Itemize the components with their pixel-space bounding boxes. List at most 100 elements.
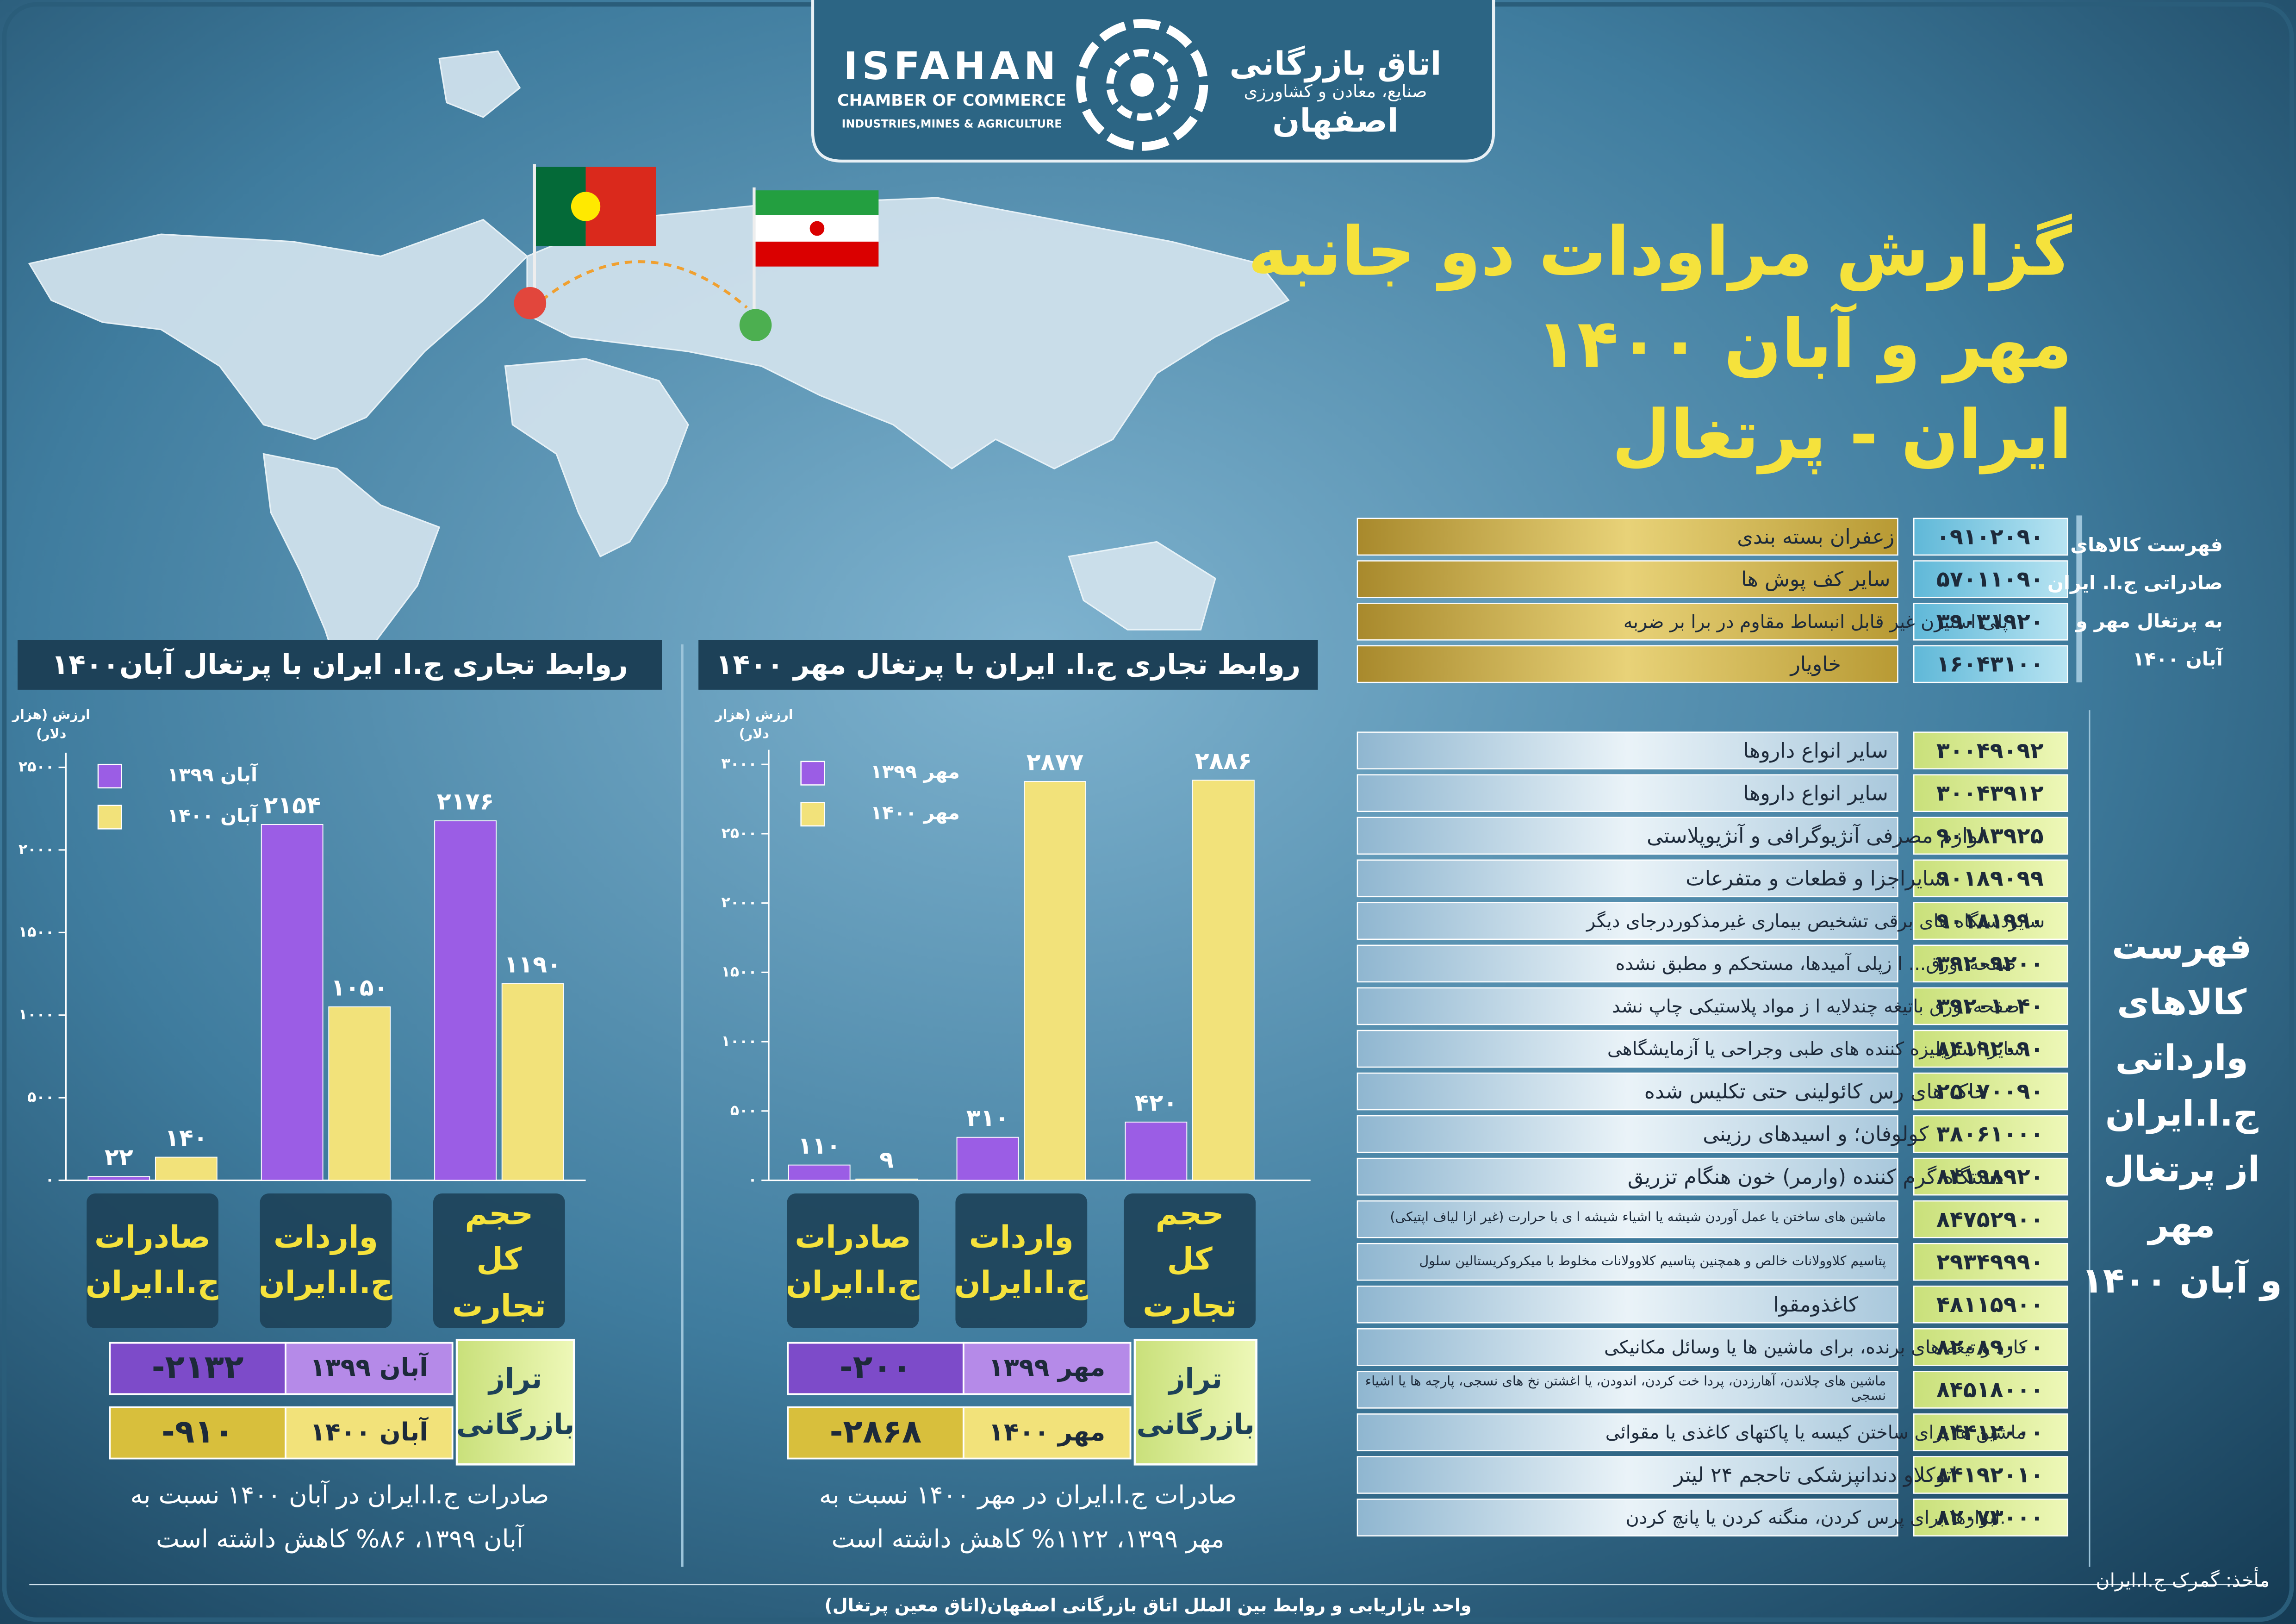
logo-en-name: ISFAHAN — [844, 44, 1060, 88]
bar — [155, 1156, 218, 1181]
main-title: گزارش مراودات دو جانبه — [1248, 213, 2072, 292]
logo-fa-name: اتاق بازرگانی — [1229, 45, 1441, 82]
goods-name-cell — [1356, 859, 1898, 898]
value-label: ۱۱۹۰ — [504, 950, 561, 978]
goods-code: ۳۹۲۰۹۲۰۰ — [1936, 951, 2044, 977]
bar — [328, 1006, 391, 1181]
balance-value-cell — [109, 1342, 286, 1395]
bar — [788, 1164, 851, 1181]
category-box — [433, 1193, 565, 1329]
goods-name: سایردستگاه های برقی تشخیص بیماری غیرمذکو… — [1586, 911, 2045, 932]
goods-name: ماشین های ساختن یا عمل آوردن شیشه یا اشی… — [1390, 1212, 1886, 1226]
balance-period: مهر ۱۳۹۹ — [989, 1353, 1105, 1382]
category-label-box: صادرات ج.ا.ایران — [787, 1219, 919, 1300]
goods-code-cell — [1913, 731, 2068, 769]
category-label: واردات ج.ا.ایران — [955, 1219, 1088, 1300]
y-axis-label-box: ارزش (هزار دلار) — [715, 708, 793, 742]
goods-code: ۹۰۱۸۱۹۹۰ — [1936, 909, 2044, 934]
goods-code: ۳۹۲۰۱۰۴۰ — [1936, 994, 2044, 1019]
goods-name: لوازم مصرفی آنژیوگرافی و آنژیوپلاستی — [1647, 823, 1985, 848]
goods-name-cell — [1356, 1072, 1898, 1111]
goods-name: ابزارها برای پرس کردن، منگنه کردن یا پان… — [1626, 1507, 2006, 1529]
category-label: صادرات ج.ا.ایران — [787, 1219, 919, 1300]
logo-fa-line: اصفهان — [1272, 102, 1399, 140]
main-title: ایران - پرتغال — [1612, 396, 2072, 475]
logo-emblem — [1076, 19, 1208, 151]
category-label: حجم کل تجارت — [452, 1196, 546, 1324]
chart-title-band — [698, 640, 1318, 690]
goods-name: ماشین های چلاندن، آهارزدن، پردا خت کردن،… — [1365, 1374, 1886, 1405]
category-box — [87, 1193, 218, 1329]
source: مأخذ: گمرک ج.ا.ایران — [2096, 1567, 2270, 1591]
goods-code: ۸۴۱۹۸۹۲۰ — [1936, 1164, 2044, 1190]
goods-code-cell — [1913, 944, 2068, 983]
balance-title-box: تراز بازرگانی — [457, 1363, 574, 1441]
balance-title: تراز بازرگانی — [457, 1363, 574, 1441]
goods-code: ۹۰۱۸۹۰۹۹ — [1936, 866, 2044, 891]
goods-name: صفحه، ورق باتیغه چندلایه ا ز مواد پلاستی… — [1612, 996, 2020, 1017]
goods-name-cell — [1356, 817, 1898, 855]
balance-value: -۲۱۳۲ — [152, 1349, 244, 1386]
goods-name: کارد و تیغه های برنده، برای ماشین ها یا … — [1604, 1337, 2028, 1358]
chart-title: روابط تجاری ج.ا. ایران با پرتغال آبان۱۴۰… — [51, 647, 628, 681]
goods-code: ۳۸۰۶۱۰۰۰ — [1936, 1122, 2044, 1147]
value-label: ۳۱۰ — [966, 1104, 1009, 1131]
balance-value-cell — [787, 1342, 964, 1395]
goods-name: کولوفان؛ و اسیدهای رزینی — [1703, 1123, 1929, 1146]
value-label: ۲۲ — [105, 1143, 133, 1171]
goods-name: دستگاه گرم کننده (وارمر) خون هنگام تزریق — [1628, 1165, 2004, 1189]
exports-label: فهرست کالاهای — [2070, 534, 2223, 556]
goods-name-cell — [1356, 1157, 1898, 1196]
bracket — [2076, 515, 2083, 683]
goods-name-box: پتاسیم کلاوولانات خالص و همچنین پتاسیم ک… — [1419, 1254, 1886, 1269]
goods-code: ۳۰۰۴۳۹۱۲ — [1936, 781, 2044, 806]
logo-en-line: INDUSTRIES,MINES & AGRICULTURE — [842, 117, 1062, 130]
goods-name-cell — [1356, 944, 1898, 983]
balance-period: آبان ۱۴۰۰ — [310, 1416, 429, 1446]
goods-code: ۸۴۱۹۲۰۹۰ — [1936, 1037, 2044, 1062]
goods-code: ۸۲۰۷۳۰۰۰ — [1936, 1505, 2044, 1530]
imports-label: از پرتغال — [2103, 1149, 2260, 1190]
exports-label: به پرتغال مهر و — [2075, 610, 2223, 632]
goods-code-cell — [1913, 1030, 2068, 1068]
goods-code-cell — [1913, 1072, 2068, 1111]
goods-name-cell — [1356, 1200, 1898, 1238]
goods-code: ۸۴۴۱۲۰۰۰ — [1936, 1420, 2044, 1445]
goods-name: اتوکلاو دندانپزشکی تاحجم ۲۴ لیتر — [1673, 1463, 1957, 1487]
goods-name: ماشین ها برای ساختن کیسه یا پاکتهای کاغذ… — [1605, 1422, 2026, 1443]
goods-code-cell — [1913, 1328, 2068, 1366]
goods-code-cell — [1913, 1499, 2068, 1537]
imports-label: وارداتی — [2116, 1037, 2248, 1079]
goods-name: خاویار — [1790, 653, 1841, 676]
balance-box — [1133, 1338, 1258, 1466]
goods-name-cell — [1356, 1413, 1898, 1451]
goods-name-cell — [1356, 774, 1898, 812]
imports-label: مهر — [2147, 1205, 2215, 1246]
world-map — [28, 50, 1290, 690]
goods-code-cell — [1913, 1115, 2068, 1153]
value-label: ۴۲۰ — [1135, 1089, 1178, 1116]
goods-name-cell — [1356, 1499, 1898, 1537]
goods-name-cell — [1356, 987, 1898, 1025]
category-box — [787, 1193, 919, 1329]
category-label-box: واردات ج.ا.ایران — [955, 1219, 1088, 1300]
category-label: صادرات ج.ا.ایران — [87, 1219, 218, 1300]
y-axis-label-box: ارزش (هزار دلار) — [12, 708, 90, 742]
legend-swatch — [800, 761, 825, 786]
goods-code-cell — [1913, 987, 2068, 1025]
balance-value: -۲۰۰ — [840, 1349, 912, 1386]
goods-code: ۲۵۰۷۰۰۹۰ — [1936, 1079, 2044, 1105]
y-tick-label: ۵۰۰ — [730, 1102, 757, 1119]
imports-label: فهرست — [2112, 926, 2252, 968]
goods-code-cell — [1913, 1200, 2068, 1238]
goods-name-cell — [1356, 731, 1898, 769]
goods-code: ۵۷۰۱۱۰۹۰ — [1936, 567, 2044, 592]
value-label: ۹ — [879, 1146, 894, 1173]
y-tick-label: ۰ — [748, 1172, 757, 1188]
y-tick-label: ۱۵۰۰ — [19, 924, 54, 940]
balance-note: آبان ۱۳۹۹، ۸۶% کاهش داشته است — [156, 1524, 524, 1553]
legend-label: مهر ۱۴۰۰ — [871, 802, 960, 824]
category-box — [1124, 1193, 1256, 1329]
balance-note: صادرات ج.ا.ایران در آبان ۱۴۰۰ نسبت به — [131, 1480, 549, 1509]
goods-name: پلی استیرن غیر قابل انبساط مقاوم در برا … — [1624, 611, 2008, 632]
